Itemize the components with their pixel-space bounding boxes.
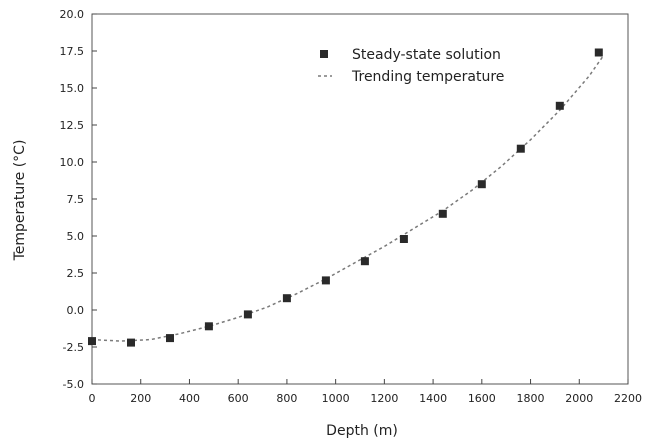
x-tick-label: 1400 [419, 392, 447, 405]
y-tick-label: 10.0 [60, 156, 85, 169]
data-point-steady-state [88, 337, 96, 346]
data-point-steady-state [477, 180, 486, 189]
y-tick-label: 5.0 [67, 230, 85, 243]
data-point-steady-state [516, 144, 525, 153]
y-tick-label: 17.5 [60, 45, 85, 58]
x-tick-label: 2200 [614, 392, 642, 405]
series-line-trending-temperature [91, 54, 605, 342]
x-tick-label: 1200 [370, 392, 398, 405]
y-tick-label: -5.0 [63, 378, 84, 391]
y-tick-label: 2.5 [67, 267, 85, 280]
legend-label-trending: Trending temperature [351, 69, 504, 85]
x-tick-label: 1600 [468, 392, 496, 405]
data-point-steady-state [321, 276, 330, 285]
y-tick-label: 7.5 [67, 193, 85, 206]
legend: Steady-state solution Trending temperatu… [312, 40, 544, 90]
legend-marker-steady [320, 50, 328, 58]
legend-label-steady: Steady-state solution [352, 47, 501, 63]
x-tick-label: 0 [89, 392, 96, 405]
y-tick-label: 20.0 [60, 8, 85, 21]
y-tick-label: -2.5 [63, 341, 84, 354]
x-axis-label: Depth (m) [326, 423, 398, 439]
data-point-steady-state [594, 48, 603, 57]
data-point-steady-state [243, 310, 252, 319]
data-point-steady-state [399, 235, 408, 243]
data-point-steady-state [166, 334, 174, 343]
x-tick-label: 400 [179, 392, 200, 405]
x-tick-label: 200 [130, 392, 151, 405]
x-tick-label: 1800 [517, 392, 545, 405]
legend-box [312, 40, 544, 90]
series-layer [88, 48, 605, 347]
data-point-steady-state [204, 322, 213, 331]
y-axis-label: Temperature (°C) [12, 140, 28, 262]
x-tick-label: 2000 [565, 392, 593, 405]
data-point-steady-state [127, 338, 135, 347]
x-tick-label: 1000 [322, 392, 350, 405]
data-point-steady-state [282, 294, 291, 303]
y-tick-label: 12.5 [60, 119, 85, 132]
x-tick-label: 800 [276, 392, 297, 405]
y-tick-label: 0.0 [67, 304, 85, 317]
x-tick-label: 600 [228, 392, 249, 405]
data-point-steady-state [555, 101, 564, 110]
data-point-steady-state [360, 257, 369, 266]
y-tick-label: 15.0 [60, 82, 85, 95]
data-point-steady-state [438, 209, 447, 218]
